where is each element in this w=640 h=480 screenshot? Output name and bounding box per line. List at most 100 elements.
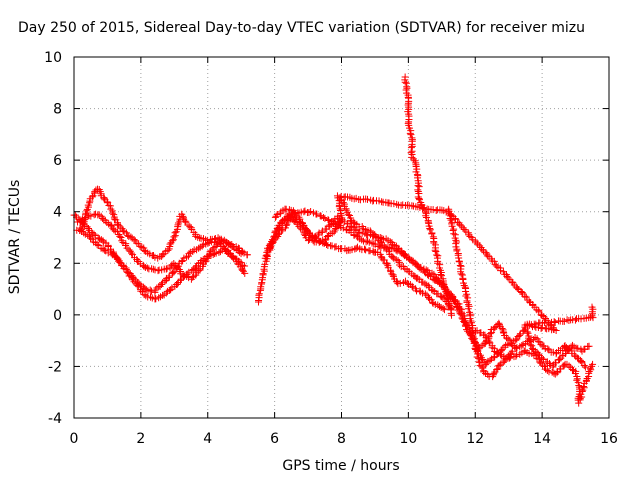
data-point: [457, 308, 465, 316]
data-point: [336, 218, 344, 226]
data-point: [414, 262, 422, 270]
data-point: [433, 251, 441, 259]
data-point: [581, 363, 589, 371]
grid: [74, 57, 609, 418]
data-point: [426, 226, 434, 234]
data-point: [175, 262, 183, 270]
data-point: [303, 226, 311, 234]
data-point: [523, 328, 531, 336]
series-track-3: [77, 185, 251, 262]
axis-ticks: [73, 56, 610, 419]
data-point: [485, 338, 493, 346]
data-point: [346, 222, 354, 230]
data-point: [138, 288, 146, 296]
data-point: [87, 212, 95, 220]
data-point: [321, 214, 329, 222]
data-point: [140, 291, 148, 299]
data-point: [462, 292, 470, 300]
data-point: [173, 280, 181, 288]
data-point: [506, 276, 514, 284]
data-point: [526, 298, 534, 306]
data-point: [460, 225, 468, 233]
data-point: [140, 246, 148, 254]
data-point: [241, 269, 249, 277]
data-point: [496, 361, 504, 369]
data-point: [407, 131, 415, 139]
data-point: [478, 363, 486, 371]
data-point: [110, 251, 118, 259]
data-point: [495, 321, 503, 329]
data-point: [494, 263, 502, 271]
data-point: [546, 321, 554, 329]
y-tick-label: -2: [48, 359, 62, 375]
data-point: [495, 319, 503, 327]
data-point: [477, 243, 485, 251]
data-point: [95, 211, 103, 219]
data-point: [429, 287, 437, 295]
data-point: [561, 342, 569, 350]
data-point: [462, 320, 470, 328]
data-point: [339, 199, 347, 207]
data-point: [79, 219, 87, 227]
data-point: [170, 260, 178, 268]
data-point: [414, 174, 422, 182]
data-point: [589, 360, 597, 368]
data-point: [285, 206, 293, 214]
data-point: [389, 241, 397, 249]
data-point: [528, 342, 536, 350]
data-point: [203, 236, 211, 244]
data-point: [425, 282, 433, 290]
data-point: [136, 242, 144, 250]
data-point: [324, 216, 332, 224]
data-point: [490, 354, 498, 362]
data-point: [580, 361, 588, 369]
data-point: [133, 281, 141, 289]
data-point: [124, 231, 132, 239]
data-point: [466, 232, 474, 240]
data-point: [431, 246, 439, 254]
data-point: [221, 246, 229, 254]
data-point: [415, 183, 423, 191]
data-point: [512, 336, 520, 344]
data-point: [565, 316, 573, 324]
data-point: [185, 250, 193, 258]
data-point: [379, 198, 387, 206]
data-point: [585, 367, 593, 375]
data-point: [416, 196, 424, 204]
data-point: [490, 369, 498, 377]
data-point: [148, 287, 156, 295]
data-point: [123, 268, 131, 276]
data-point: [87, 234, 95, 242]
data-point: [435, 302, 443, 310]
data-point: [179, 212, 187, 220]
data-point: [114, 221, 122, 229]
data-point: [574, 378, 582, 386]
data-point: [588, 312, 596, 320]
data-point: [313, 210, 321, 218]
data-point: [415, 264, 423, 272]
x-axis-label: GPS time / hours: [282, 458, 399, 474]
data-point: [525, 334, 533, 342]
data-point: [144, 264, 152, 272]
data-point: [185, 268, 193, 276]
data-point: [473, 353, 481, 361]
y-axis-label: SDTVAR / TECUs: [7, 180, 23, 295]
data-point: [465, 308, 473, 316]
data-point: [428, 230, 436, 238]
data-point: [550, 325, 558, 333]
data-point: [339, 224, 347, 232]
data-point: [407, 149, 415, 157]
series-track-9: [401, 73, 456, 319]
data-point: [467, 317, 475, 325]
data-point: [459, 275, 467, 283]
data-point: [263, 251, 271, 259]
data-point: [275, 221, 283, 229]
data-point: [575, 399, 583, 407]
data-point: [350, 231, 358, 239]
data-point: [262, 252, 270, 260]
data-point: [480, 368, 488, 376]
x-tick-label: 2: [136, 431, 145, 447]
data-point: [183, 270, 191, 278]
data-point: [361, 245, 369, 253]
